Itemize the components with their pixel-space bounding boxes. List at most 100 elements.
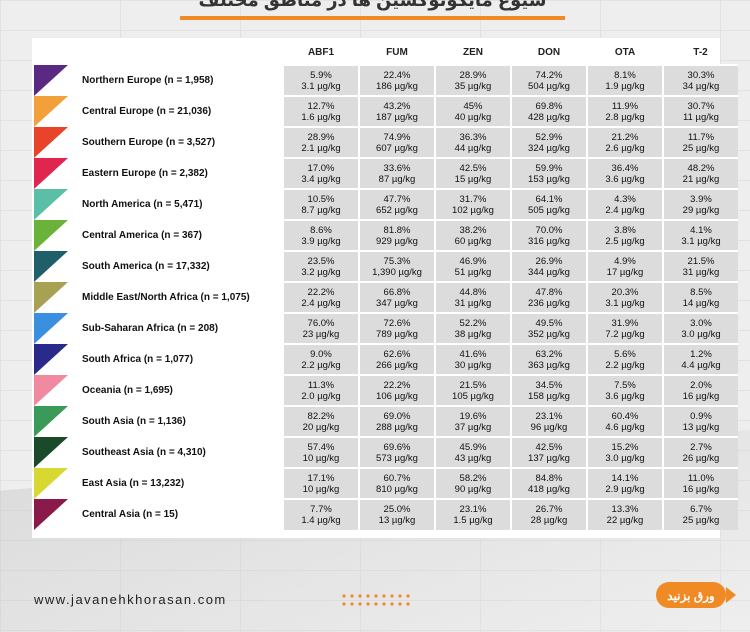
table-cell: 31.9% 7.2 µg/kg xyxy=(586,312,663,344)
region-color-flag xyxy=(34,499,74,530)
table-cell: 26.7% 28 µg/kg xyxy=(510,498,587,530)
prevalence-value: 42.5% xyxy=(535,441,563,453)
concentration-value: 13 µg/kg xyxy=(378,515,416,526)
concentration-value: 428 µg/kg xyxy=(528,111,570,123)
prevalence-value: 31.7% xyxy=(459,193,487,205)
prevalence-value: 45.9% xyxy=(459,441,487,453)
prevalence-value: 5.9% xyxy=(310,69,332,81)
region-color-flag xyxy=(34,468,74,499)
prevalence-value: 13.3% xyxy=(611,504,639,515)
table-cell: 7.5% 3.6 µg/kg xyxy=(586,374,663,406)
table-cell: 22.2% 2.4 µg/kg xyxy=(282,281,359,313)
region-label: Middle East/North Africa (n = 1,075) xyxy=(82,291,250,303)
concentration-value: 7.2 µg/kg xyxy=(605,328,645,340)
concentration-value: 929 µg/kg xyxy=(376,235,418,247)
table-row: South Asia (n = 1,136) 82.2% 20 µg/kg 69.0%… xyxy=(34,405,738,437)
mycotoxin-table: ABF1 FUM ZEN DON OTA T-2 Northern Europe… xyxy=(34,40,738,530)
concentration-value: 2.4 µg/kg xyxy=(301,297,341,309)
region-label: Central America (n = 367) xyxy=(82,229,202,241)
prevalence-value: 14.1% xyxy=(611,472,639,484)
region-label: Northern Europe (n = 1,958) xyxy=(82,74,214,86)
table-row: South Africa (n = 1,077) 9.0% 2.2 µg/kg 62.… xyxy=(34,343,738,375)
concentration-value: 17 µg/kg xyxy=(606,266,644,278)
table-cell: 28.9% 35 µg/kg xyxy=(434,64,511,96)
table-row: South America (n = 17,332) 23.5% 3.2 µg/kg… xyxy=(34,250,738,282)
prevalence-value: 69.8% xyxy=(535,100,563,112)
website-url[interactable]: www.javanehkhorasan.com xyxy=(34,592,227,607)
concentration-value: 347 µg/kg xyxy=(376,297,418,309)
table-row: Northern Europe (n = 1,958) 5.9% 3.1 µg/kg… xyxy=(34,64,738,96)
prevalence-value: 41.6% xyxy=(459,348,487,360)
concentration-value: 266 µg/kg xyxy=(376,359,418,371)
prevalence-value: 36.3% xyxy=(459,131,487,143)
flag-triangle-icon xyxy=(34,344,68,375)
concentration-value: 40 µg/kg xyxy=(454,111,492,123)
table-cell: 64.1% 505 µg/kg xyxy=(510,188,587,220)
table-cell: 10.5% 8.7 µg/kg xyxy=(282,188,359,220)
prevalence-value: 58.2% xyxy=(459,472,487,484)
prevalence-value: 31.9% xyxy=(611,317,639,329)
table-cell: 17.0% 3.4 µg/kg xyxy=(282,157,359,189)
prevalence-value: 25.0% xyxy=(383,504,411,515)
table-cell: 52.9% 324 µg/kg xyxy=(510,126,587,158)
prevalence-value: 48.2% xyxy=(687,162,715,174)
prevalence-value: 26.7% xyxy=(535,504,563,515)
flag-triangle-icon xyxy=(34,189,68,220)
table-cell: 21.2% 2.6 µg/kg xyxy=(586,126,663,158)
table-cell: 3.8% 2.5 µg/kg xyxy=(586,219,663,251)
concentration-value: 1.4 µg/kg xyxy=(301,515,341,526)
table-row: Central America (n = 367) 8.6% 3.9 µg/kg 81… xyxy=(34,219,738,251)
prevalence-value: 6.7% xyxy=(690,504,712,515)
table-cell: 30.3% 34 µg/kg xyxy=(662,64,738,96)
table-cell: 69.6% 573 µg/kg xyxy=(358,436,435,468)
turn-page-button[interactable]: ورق بزنید xyxy=(656,582,726,608)
concentration-value: 87 µg/kg xyxy=(378,173,416,185)
concentration-value: 3.6 µg/kg xyxy=(605,390,645,402)
flag-triangle-icon xyxy=(34,468,68,499)
concentration-value: 1.9 µg/kg xyxy=(605,80,645,92)
table-cell: 26.9% 344 µg/kg xyxy=(510,250,587,282)
prevalence-value: 22.2% xyxy=(383,379,411,391)
table-cell: 28.9% 2.1 µg/kg xyxy=(282,126,359,158)
region-label: North America (n = 5,471) xyxy=(82,198,203,210)
prevalence-value: 72.6% xyxy=(383,317,411,329)
concentration-value: 504 µg/kg xyxy=(528,80,570,92)
prevalence-value: 28.9% xyxy=(307,131,335,143)
concentration-value: 187 µg/kg xyxy=(376,111,418,123)
region-color-flag xyxy=(34,65,74,96)
concentration-value: 316 µg/kg xyxy=(528,235,570,247)
column-header: FUM xyxy=(386,46,408,58)
table-cell: 4.1% 3.1 µg/kg xyxy=(662,219,738,251)
concentration-value: 22 µg/kg xyxy=(606,515,644,526)
prevalence-value: 26.9% xyxy=(535,255,563,267)
flag-triangle-icon xyxy=(34,65,68,96)
flag-triangle-icon xyxy=(34,313,68,344)
table-row: Middle East/North Africa (n = 1,075) 22.2… xyxy=(34,281,738,313)
concentration-value: 607 µg/kg xyxy=(376,142,418,154)
table-cell: 6.7% 25 µg/kg xyxy=(662,498,738,530)
table-cell: 66.8% 347 µg/kg xyxy=(358,281,435,313)
table-cell: 34.5% 158 µg/kg xyxy=(510,374,587,406)
prevalence-value: 33.6% xyxy=(383,162,411,174)
title-underline xyxy=(180,16,565,20)
table-cell: 20.3% 3.1 µg/kg xyxy=(586,281,663,313)
concentration-value: 2.6 µg/kg xyxy=(605,142,645,154)
concentration-value: 105 µg/kg xyxy=(452,390,494,402)
concentration-value: 4.4 µg/kg xyxy=(681,359,721,371)
table-cell: 49.5% 352 µg/kg xyxy=(510,312,587,344)
table-cell: 31.7% 102 µg/kg xyxy=(434,188,511,220)
table-cell: 76.0% 23 µg/kg xyxy=(282,312,359,344)
table-row: Eastern Europe (n = 2,382) 17.0% 3.4 µg/kg… xyxy=(34,157,738,189)
table-cell: 43.2% 187 µg/kg xyxy=(358,95,435,127)
concentration-value: 11 µg/kg xyxy=(683,111,719,123)
table-cell: 47.7% 652 µg/kg xyxy=(358,188,435,220)
table-cell: 36.4% 3.6 µg/kg xyxy=(586,157,663,189)
prevalence-value: 8.1% xyxy=(614,69,636,81)
prevalence-value: 60.7% xyxy=(383,472,411,484)
flag-triangle-icon xyxy=(34,158,68,189)
concentration-value: 2.2 µg/kg xyxy=(301,359,341,371)
concentration-value: 106 µg/kg xyxy=(376,390,418,402)
prevalence-value: 22.4% xyxy=(383,69,411,81)
table-cell: 45.9% 43 µg/kg xyxy=(434,436,511,468)
concentration-value: 20 µg/kg xyxy=(302,421,340,433)
